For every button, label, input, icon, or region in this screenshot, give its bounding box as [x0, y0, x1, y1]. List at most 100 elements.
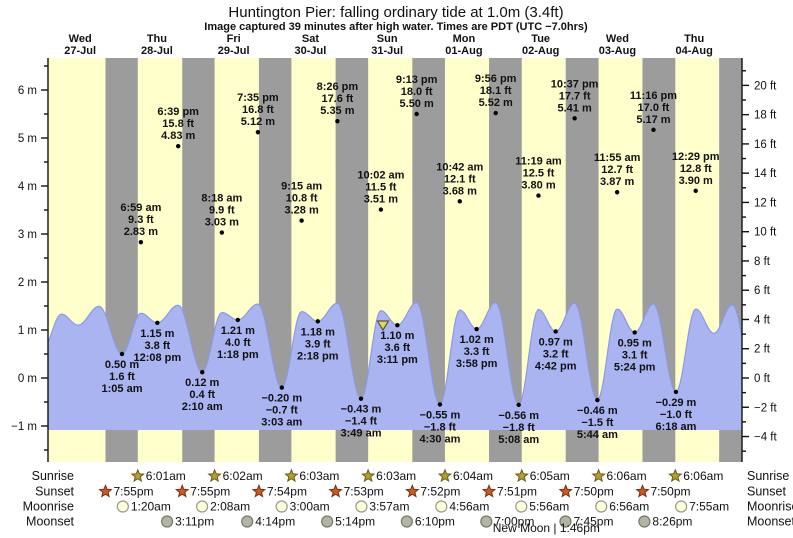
almanac-time: 7:50pm [650, 485, 690, 499]
tide-point [219, 230, 225, 235]
almanac-time: 5:56am [529, 500, 569, 514]
sunrise-star-icon [591, 468, 606, 483]
almanac-caption-left-moonset: Moonset [26, 515, 74, 529]
tide-event-low: 1.21 m4.0 ft1:18 pm [217, 317, 259, 361]
moonset-circle-icon [241, 515, 254, 528]
day-name: Sat [302, 33, 319, 45]
day-date: 04-Aug [676, 45, 713, 57]
day-name: Mon [453, 33, 476, 45]
tide-event-low: −0.56 m−1.8 ft5:08 am [498, 402, 539, 446]
moonset-circle-icon [400, 515, 413, 528]
tide-label: −0.20 m [261, 393, 302, 405]
tide-point [155, 320, 160, 325]
tide-label: 10:02 am [357, 170, 404, 182]
current-tide-marker-icon [376, 320, 390, 332]
tide-label: 12.1 ft [444, 173, 476, 185]
tide-label: 3.1 ft [622, 349, 648, 361]
moon-phase-label: New Moon | 1:46pm [493, 521, 600, 535]
tide-event-low: 1.18 m3.9 ft2:18 pm [297, 319, 339, 362]
sunset-entry: 7:54pm [251, 483, 307, 499]
tide-point [553, 329, 558, 334]
tide-label: 9:56 pm [475, 73, 517, 85]
almanac-time: 2:08am [210, 500, 250, 514]
tide-label: 17.0 ft [638, 102, 670, 114]
moonrise-entry: 3:00am [275, 500, 330, 514]
almanac-time: 7:55pm [113, 485, 153, 499]
tide-point [457, 199, 462, 204]
sunset-entry: 7:55pm [98, 483, 154, 499]
tide-label: 3:58 pm [456, 358, 498, 370]
day-name: Tue [531, 33, 550, 45]
day-name: Thu [147, 33, 167, 45]
tide-point [536, 193, 541, 198]
tide-label: 3.90 m [679, 175, 713, 187]
almanac-time: 7:53pm [344, 485, 384, 499]
tide-label: −0.56 m [498, 410, 539, 422]
tide-point [474, 326, 479, 332]
sunset-entry: 7:50pm [635, 483, 691, 499]
tide-event-low: 1.02 m3.3 ft3:58 pm [456, 326, 498, 370]
tide-event-low: 0.50 m1.6 ft1:05 am [102, 351, 143, 395]
tide-point [279, 385, 285, 390]
sunrise-star-icon [207, 468, 222, 483]
tide-label: 4.0 ft [225, 337, 251, 349]
axis-label-left: 6 m [18, 85, 37, 97]
tide-label: −1.5 ft [581, 417, 613, 429]
tide-label: 9.3 ft [128, 214, 154, 226]
almanac-time: 6:04am [453, 469, 493, 483]
tide-point [378, 207, 384, 212]
page-title: Huntington Pier: falling ordinary tide a… [228, 4, 563, 21]
axis-label-right: 0 ft [754, 373, 771, 385]
tide-label: 0.50 m [105, 359, 139, 371]
almanac-caption-right-moonset: Moonset [747, 515, 793, 529]
almanac-time: 6:01am [146, 469, 186, 483]
tide-point [516, 402, 521, 408]
moonrise-entry: 4:56am [435, 500, 489, 514]
tide-label: 12.5 ft [523, 168, 555, 180]
moonrise-entry: 1:20am [116, 500, 171, 514]
tide-label: −1.8 ft [424, 421, 456, 433]
tide-label: 1.6 ft [109, 371, 135, 383]
tide-label: 17.7 ft [559, 90, 591, 102]
tide-label: 1.10 m [380, 330, 414, 342]
sunset-star-icon [251, 483, 267, 498]
day-date: 29-Jul [218, 45, 250, 57]
almanac-time: 6:56am [609, 500, 649, 514]
tide-area [48, 302, 742, 430]
tide-label: 18.1 ft [480, 85, 512, 97]
tide-label: 3.2 ft [543, 348, 569, 360]
sunset-star-icon [328, 483, 343, 498]
day-name: Sun [377, 33, 398, 45]
tide-label: 1:05 am [102, 383, 143, 395]
axis-label-right: 10 ft [754, 227, 777, 239]
sunset-star-icon [558, 483, 573, 498]
moonset-circle-icon [638, 515, 651, 528]
axis-label-left: 3 m [18, 229, 37, 241]
tide-label: 5.52 m [479, 97, 513, 109]
sunset-star-icon [174, 483, 190, 498]
moonset-entry: 7:45pm [559, 515, 613, 529]
sunrise-star-icon [437, 468, 453, 483]
tide-label: 5:08 am [498, 434, 539, 446]
tide-label: 5:24 pm [614, 361, 656, 373]
tide-point [255, 130, 261, 135]
sunrise-entry: 6:04am [437, 468, 493, 483]
tide-label: 8:18 am [201, 193, 242, 205]
tide-label: 1.21 m [221, 325, 255, 337]
tide-label: 18.0 ft [401, 86, 433, 98]
axis-label-right: 4 ft [754, 314, 771, 326]
tide-point [437, 402, 443, 407]
tide-label: 3.6 ft [385, 342, 411, 354]
axis-label-right: 14 ft [754, 168, 777, 180]
tide-point [595, 397, 600, 403]
almanac-time: 4:56am [449, 500, 489, 514]
tide-event-low: 1.10 m3.6 ft3:11 pm [377, 323, 418, 366]
moonset-circle-icon [321, 515, 334, 528]
